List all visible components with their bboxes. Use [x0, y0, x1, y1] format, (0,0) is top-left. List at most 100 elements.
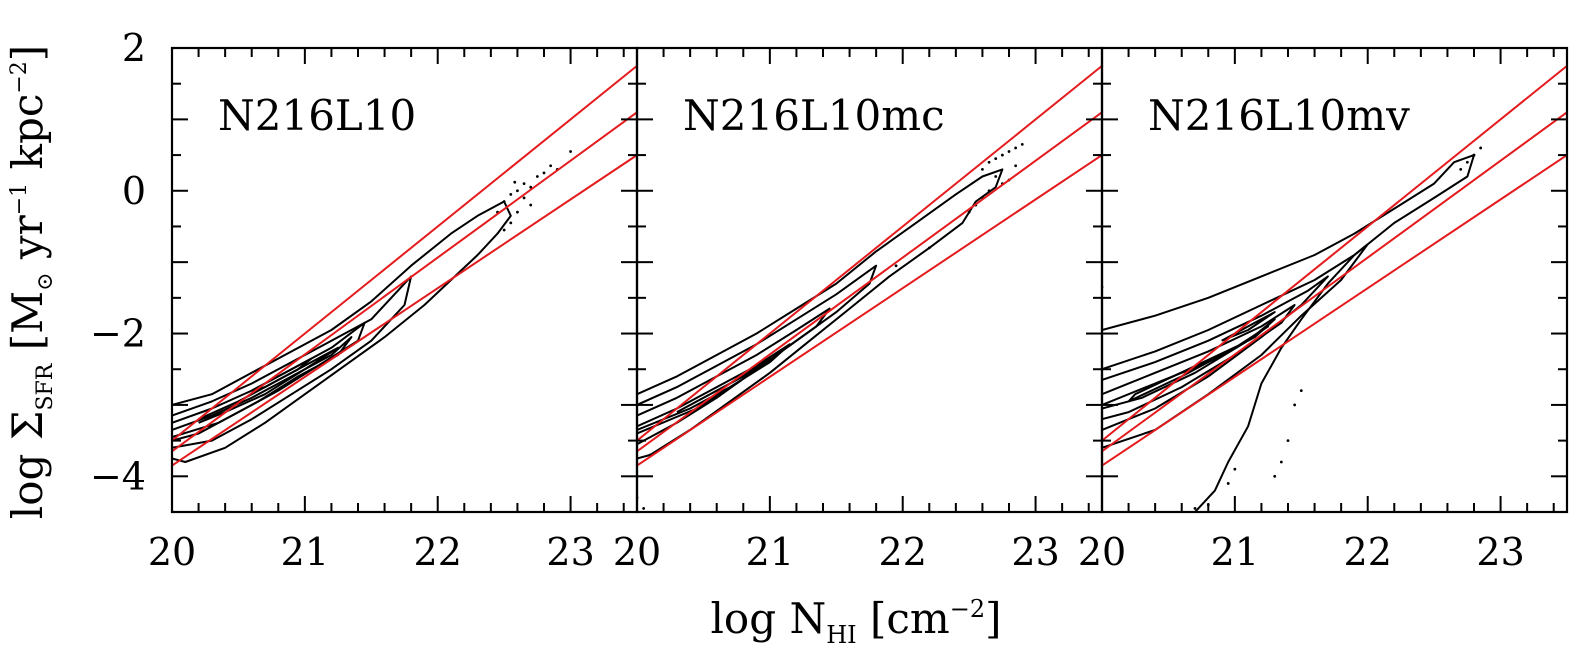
data-point — [894, 264, 898, 268]
x-tick-label: 23 — [1011, 530, 1059, 574]
contour-level-7 — [1221, 311, 1276, 342]
x-tick-label: 22 — [414, 530, 462, 574]
data-point — [1193, 507, 1197, 510]
x-axis-title-exp: −2 — [950, 595, 985, 623]
y-tick-label: 0 — [122, 169, 146, 213]
reference-line-lower — [172, 154, 637, 467]
contour-level-1 — [1102, 154, 1475, 512]
x-tick-label: 21 — [1211, 530, 1259, 574]
contour-level-3 — [637, 307, 831, 435]
contour-level-4 — [637, 343, 791, 431]
contour-level-2 — [637, 264, 878, 446]
data-point — [967, 210, 971, 214]
data-point — [1465, 160, 1469, 164]
y-axis-title-sun: ⊙ — [33, 272, 58, 290]
contour-level-6 — [251, 357, 313, 392]
data-point — [1459, 167, 1463, 171]
y-axis-title: log ΣSFR [M⊙ yr−1 kpc−2] — [3, 45, 58, 519]
reference-line-lower — [637, 154, 1102, 467]
data-point — [1293, 403, 1297, 407]
x-tick-label: 21 — [281, 530, 329, 574]
panel-frame — [1100, 46, 1569, 514]
reference-line-upper — [1102, 65, 1567, 442]
plot-area — [637, 65, 1102, 510]
reference-line-middle — [172, 111, 637, 453]
data-point — [1014, 164, 1018, 168]
contour-level-2 — [172, 275, 413, 449]
data-point — [516, 189, 519, 193]
data-point — [522, 196, 526, 200]
panel-label: N216L10mv — [1148, 91, 1410, 140]
data-point — [542, 171, 546, 175]
y-axis-title-exp2: −2 — [7, 61, 32, 93]
data-point — [569, 150, 572, 153]
reference-line-middle — [637, 111, 1102, 453]
plot-area — [172, 65, 637, 467]
data-point — [549, 164, 553, 168]
data-point — [1472, 153, 1476, 157]
svg-text:log ΣSFR [M⊙ yr−1 kpc−2]: log ΣSFR [M⊙ yr−1 kpc−2] — [3, 45, 58, 519]
data-point — [1020, 142, 1024, 146]
y-axis-title-sub: SFR — [33, 362, 58, 410]
contour-level-1 — [172, 200, 512, 463]
reference-line-upper — [637, 65, 1102, 442]
y-tick-label: 2 — [122, 26, 146, 70]
panel-3: 20 21 22 23 N216L10mv — [1078, 46, 1569, 574]
data-point — [509, 221, 513, 225]
panel-label: N216L10mc — [683, 91, 945, 140]
y-axis-title-mid: yr — [3, 214, 52, 272]
x-axis-title: log NHI [cm−2] — [710, 594, 1001, 649]
contour-level-6 — [1127, 325, 1270, 403]
x-tick-label: 20 — [613, 530, 661, 574]
y-axis-title-unit: [M — [3, 291, 52, 364]
x-tick-label: 20 — [148, 530, 196, 574]
data-point — [1273, 474, 1277, 478]
data-point — [1226, 482, 1230, 485]
panel-label: N216L10 — [218, 91, 416, 140]
panel-1: 20 21 22 23 −4 −2 0 2 N216L10 — [90, 26, 639, 574]
x-tick-label: 23 — [1476, 530, 1524, 574]
panel-2: 20 21 22 23 N216L10mc — [613, 46, 1104, 574]
y-tick-label: −2 — [90, 312, 146, 356]
data-point — [1007, 150, 1011, 153]
y-axis-title-mid2: kpc — [3, 94, 52, 183]
data-point — [1014, 146, 1018, 150]
data-point — [535, 175, 539, 178]
data-point — [1279, 460, 1283, 464]
data-point — [529, 185, 533, 189]
y-axis-title-exp1: −1 — [7, 183, 32, 215]
y-axis-title-prefix: log Σ — [3, 411, 52, 520]
x-tick-label: 22 — [879, 530, 927, 574]
contour-level-1 — [637, 168, 1004, 460]
x-tick-label: 22 — [1344, 530, 1392, 574]
data-point — [1479, 146, 1483, 150]
data-point — [502, 200, 506, 203]
reference-line-upper — [172, 65, 637, 442]
data-point — [981, 167, 984, 171]
x-axis-title-close: ] — [985, 594, 1001, 643]
x-tick-label: 23 — [546, 530, 594, 574]
data-point — [642, 507, 646, 510]
y-axis-title-close: ] — [3, 45, 52, 61]
x-axis-title-sub: HI — [826, 621, 856, 649]
data-point — [522, 182, 526, 186]
contour-level-4 — [1102, 304, 1296, 421]
data-point — [1286, 439, 1290, 443]
data-point — [529, 203, 533, 207]
data-point — [994, 175, 998, 178]
x-tick-label: 21 — [746, 530, 794, 574]
data-point — [927, 246, 931, 250]
data-point — [987, 189, 991, 193]
x-axis-title-prefix: log N — [710, 594, 826, 643]
data-point — [1299, 389, 1303, 393]
data-point — [1000, 153, 1004, 157]
x-axis-title-suffix: [cm — [857, 594, 950, 643]
data-point — [987, 160, 991, 164]
data-point — [516, 210, 519, 214]
x-tick-label: 20 — [1078, 530, 1126, 574]
y-tick-label: −4 — [90, 454, 146, 498]
data-point — [509, 192, 513, 196]
data-point — [1233, 467, 1237, 471]
